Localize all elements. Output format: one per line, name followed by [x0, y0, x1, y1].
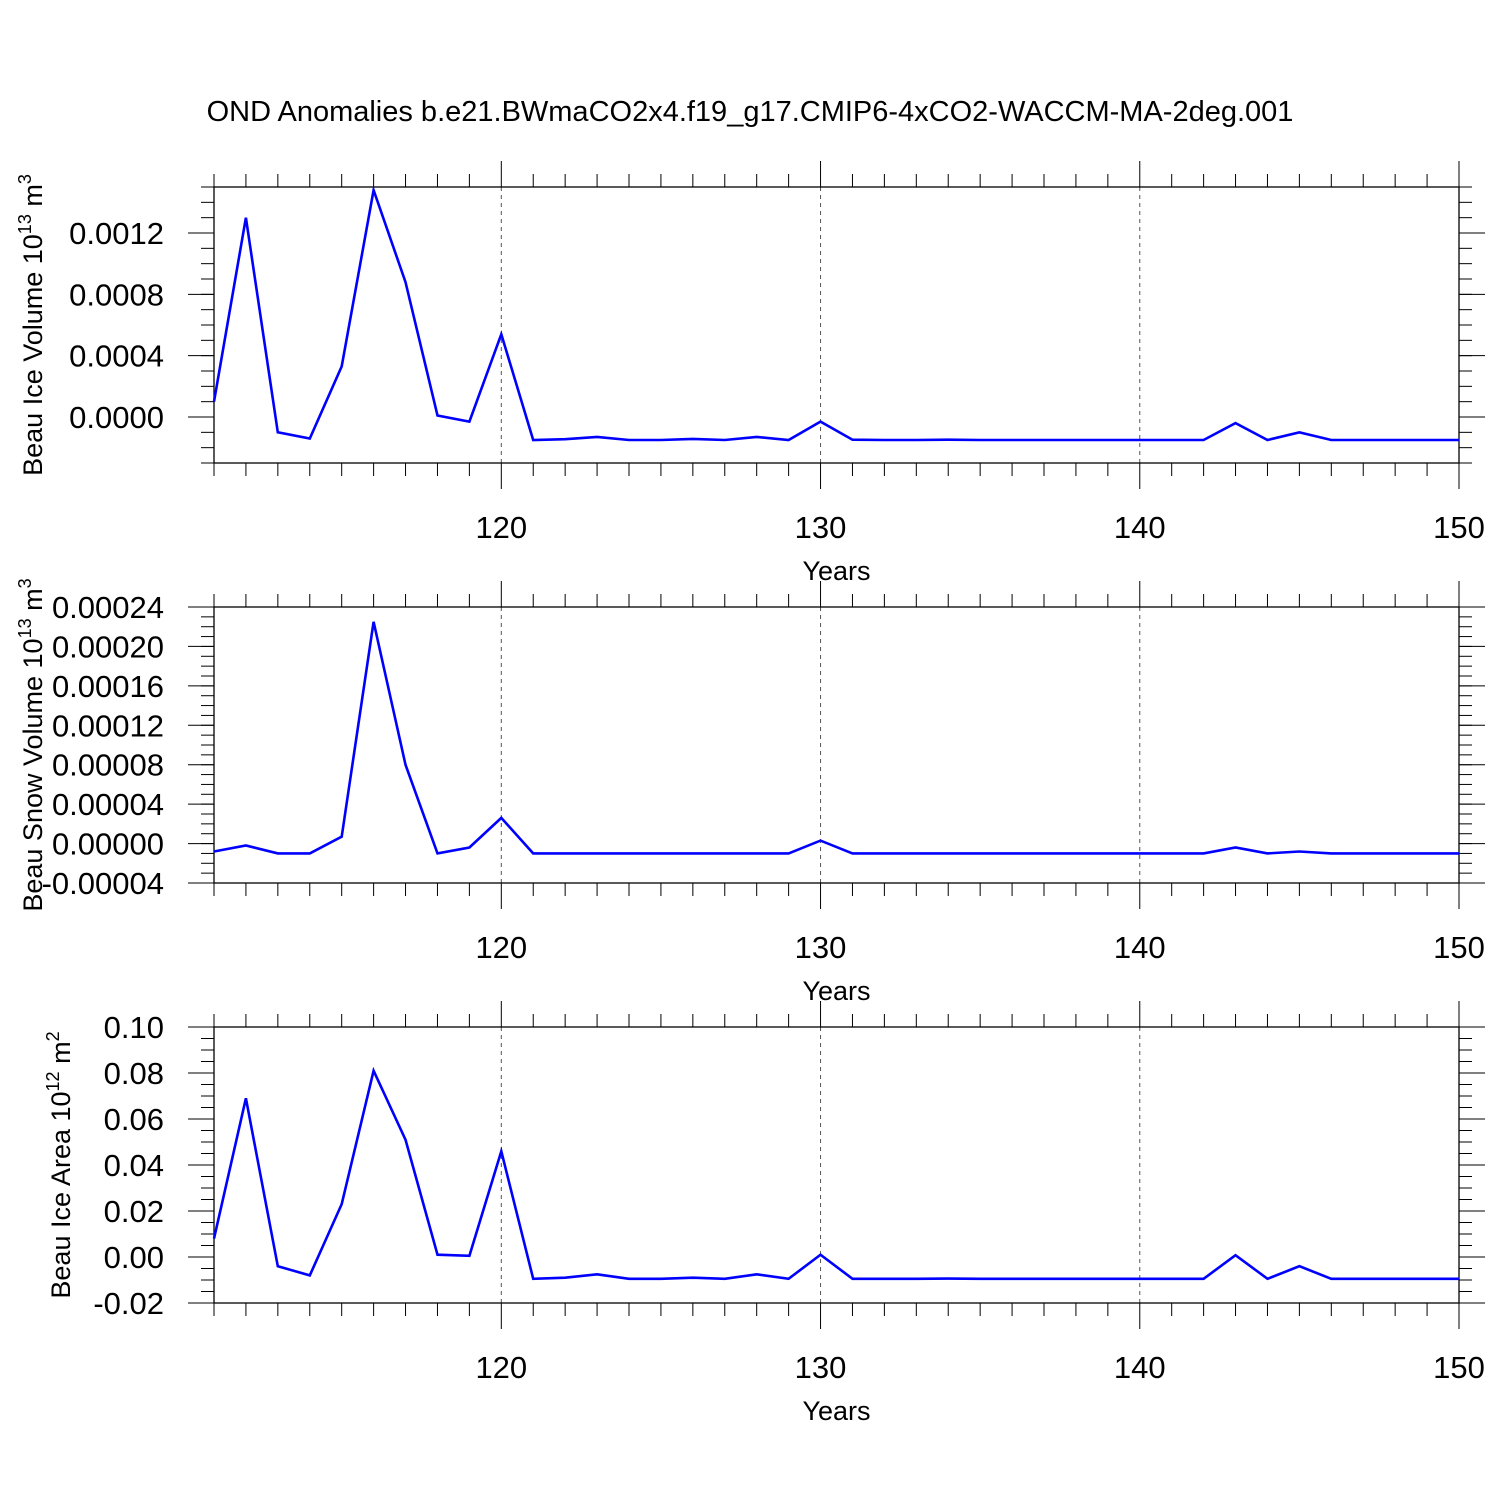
y-axis-label: Beau Snow Volume 1013 m3 [15, 578, 48, 911]
y-tick-label: 0.00016 [52, 669, 164, 704]
x-tick-label: 150 [1433, 930, 1485, 965]
plot-frame [213, 1026, 1460, 1304]
x-tick-label: 120 [475, 1350, 527, 1385]
series-line [212, 1066, 1459, 1281]
y-tick-label: 0.00012 [52, 708, 164, 743]
x-axis-label: Years [802, 976, 870, 1006]
chart-title: OND Anomalies b.e21.BWmaCO2x4.f19_g17.CM… [206, 96, 1294, 128]
y-tick-label: -0.02 [93, 1286, 164, 1321]
x-tick-label: 120 [475, 930, 527, 965]
y-tick-label: 0.02 [104, 1194, 164, 1229]
y-axis-label: Beau Ice Area 1012 m2 [43, 1031, 76, 1298]
series-line [213, 621, 1459, 855]
x-tick-label: 130 [795, 930, 847, 965]
y-tick-label: 0.0008 [69, 277, 164, 312]
panel-2: -0.00004 0.00000 0.00004 0.00008 0.00012 0.00… [15, 578, 1485, 1006]
y-tick-label: 0.0012 [69, 216, 164, 251]
y-tick-label: 0.0004 [69, 339, 164, 374]
x-tick-label: 140 [1114, 510, 1166, 545]
series-line [212, 184, 1459, 442]
x-tick-label: 150 [1433, 1350, 1485, 1385]
x-tick-label: 140 [1114, 930, 1166, 965]
y-tick-label: 0.00 [104, 1240, 164, 1275]
x-tick-label: 130 [795, 510, 847, 545]
y-tick-label: 0.00020 [52, 629, 164, 664]
y-tick-label: -0.00004 [42, 866, 164, 901]
x-tick-label: 140 [1114, 1350, 1166, 1385]
plot-frame [213, 186, 1460, 464]
x-axis-label: Years [802, 1396, 870, 1426]
y-tick-label: 0.08 [104, 1056, 164, 1091]
y-tick-label: 0.00000 [52, 827, 164, 862]
x-axis-label: Years [802, 556, 870, 586]
y-tick-label: 0.00024 [52, 590, 164, 625]
x-tick-label: 130 [795, 1350, 847, 1385]
y-tick-label: 0.04 [104, 1148, 164, 1183]
y-axis-label: Beau Ice Volume 1013 m3 [15, 174, 48, 476]
y-tick-label: 0.10 [104, 1010, 164, 1045]
x-tick-label: 120 [475, 510, 527, 545]
y-tick-label: 0.00004 [52, 787, 164, 822]
y-tick-label: 0.06 [104, 1102, 164, 1137]
panel-3: -0.02 0.00 0.02 0.04 0.06 0.08 0.10 120 130 140 15… [43, 1001, 1485, 1426]
panel-1: 0.0000 0.0004 0.0008 0.0012 120 130 140 150 Year… [15, 161, 1485, 586]
y-tick-label: 0.0000 [69, 400, 164, 435]
x-tick-label: 150 [1433, 510, 1485, 545]
y-tick-label: 0.00008 [52, 748, 164, 783]
